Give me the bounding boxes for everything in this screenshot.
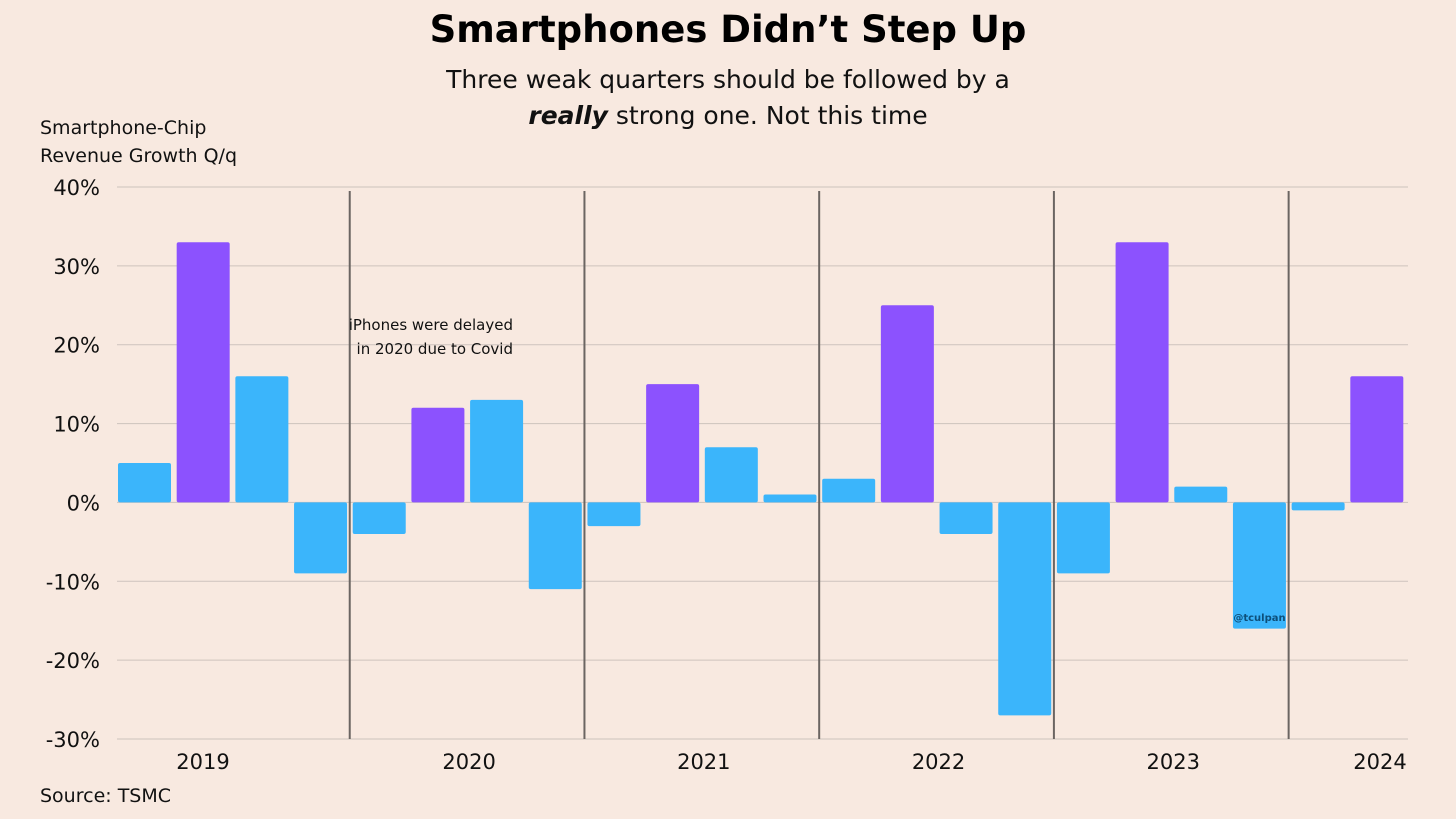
bar-2021-q4 bbox=[763, 494, 817, 503]
bar-2019-q1 bbox=[118, 463, 171, 503]
bar-2020-q2 bbox=[411, 407, 465, 503]
bar-2019-q2 bbox=[176, 242, 230, 503]
bar-2023-q4 bbox=[1232, 502, 1286, 629]
chart-subtitle: Three weak quarters should be followed b… bbox=[0, 62, 1456, 134]
annotation-line-1: iPhones were delayed bbox=[349, 316, 513, 334]
y-tick-label: -30% bbox=[46, 728, 100, 752]
bar-2021-q3 bbox=[704, 447, 758, 503]
y-axis-label-line-2: Revenue Growth Q/q bbox=[40, 145, 238, 167]
x-year-label: 2024 bbox=[1353, 750, 1406, 774]
bar-2023-q3 bbox=[1174, 486, 1228, 503]
bar-2020-q4 bbox=[528, 502, 582, 590]
bar-2023-q1 bbox=[1056, 502, 1110, 574]
bar-2021-q1 bbox=[587, 502, 641, 527]
bar-2022-q2 bbox=[880, 305, 934, 503]
y-tick-label: -10% bbox=[46, 570, 100, 594]
bar-2022-q3 bbox=[939, 502, 993, 534]
source-note: Source: TSMC bbox=[40, 785, 172, 807]
y-tick-label: 0% bbox=[67, 491, 100, 515]
subtitle-emphasis: really bbox=[528, 101, 608, 130]
y-axis-label: Smartphone-Chip Revenue Growth Q/q bbox=[40, 114, 237, 170]
bar-2022-q4 bbox=[998, 502, 1052, 716]
bar-2020-q3 bbox=[470, 399, 524, 503]
x-year-label: 2023 bbox=[1147, 750, 1200, 774]
y-tick-label: 10% bbox=[53, 413, 100, 437]
y-tick-label: 30% bbox=[53, 255, 100, 279]
bar-2024-q1 bbox=[1291, 502, 1345, 511]
bar-2019-q4 bbox=[294, 502, 348, 574]
subtitle-line-2: really strong one. Not this time bbox=[0, 98, 1456, 134]
chart-title: Smartphones Didn’t Step Up bbox=[429, 8, 1027, 51]
y-axis-label-line-1: Smartphone-Chip bbox=[40, 117, 207, 139]
subtitle-line-1: Three weak quarters should be followed b… bbox=[446, 65, 1010, 94]
x-year-label: 2021 bbox=[677, 750, 730, 774]
bar-2019-q3 bbox=[235, 376, 289, 503]
bar-2020-q1 bbox=[352, 502, 406, 534]
bar-2023-q2 bbox=[1115, 242, 1169, 503]
watermark: @tculpan bbox=[1233, 613, 1285, 624]
subtitle-line-2-rest: strong one. Not this time bbox=[607, 101, 928, 130]
x-year-label: 2020 bbox=[442, 750, 495, 774]
y-tick-label: -20% bbox=[46, 649, 100, 673]
bar-2021-q2 bbox=[646, 384, 700, 503]
y-tick-label: 20% bbox=[53, 334, 100, 358]
y-tick-label: 40% bbox=[53, 176, 100, 200]
x-year-label: 2019 bbox=[176, 750, 229, 774]
annotation-line-2: in 2020 due to Covid bbox=[357, 340, 513, 358]
bar-2024-q2 bbox=[1350, 376, 1404, 503]
x-year-label: 2022 bbox=[912, 750, 965, 774]
bar-2022-q1 bbox=[822, 478, 876, 503]
